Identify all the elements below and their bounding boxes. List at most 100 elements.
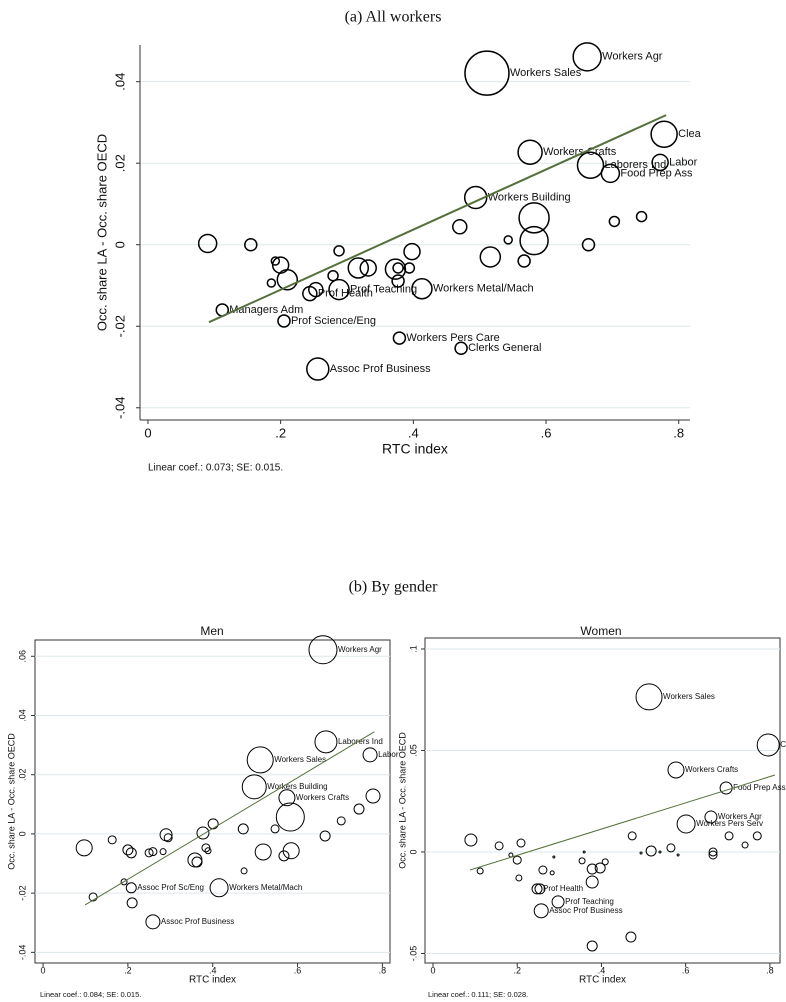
- bubble: [403, 262, 416, 274]
- y-tick-label: -.04: [112, 397, 127, 419]
- bubble: [601, 858, 609, 866]
- bubble: [159, 848, 167, 856]
- bubble: [708, 850, 718, 860]
- bubble: [756, 733, 780, 757]
- bubble: [411, 278, 433, 300]
- bubble: [576, 151, 605, 179]
- x-tick-label: .4: [408, 425, 419, 440]
- bubble: [534, 883, 546, 895]
- point-label: Workers Crafts: [296, 793, 349, 802]
- point-label: Workers Pers Care: [406, 332, 499, 344]
- x-tick-label: .6: [541, 425, 552, 440]
- bubble: [270, 256, 281, 266]
- bubble: [308, 281, 324, 298]
- bubble: [582, 850, 586, 854]
- bubble: [244, 237, 258, 252]
- bubble: [578, 857, 586, 865]
- bubble: [319, 830, 331, 842]
- bubble: [676, 814, 696, 834]
- point-label: Clea: [678, 128, 702, 140]
- bubble: [549, 870, 555, 876]
- point-label: Food Prep Ass: [620, 167, 693, 179]
- x-tick-label: 0: [430, 965, 435, 975]
- bubble: [240, 867, 248, 875]
- point-label: Labor: [669, 156, 697, 168]
- point-label: Workers Building: [488, 191, 571, 203]
- bubble: [645, 845, 657, 857]
- bubble: [209, 878, 229, 898]
- point-label: Assoc Prof Business: [161, 917, 234, 926]
- bubble: [107, 835, 117, 845]
- bubble: [359, 259, 377, 277]
- point-label: Workers Agr: [602, 51, 663, 63]
- bubble: [204, 847, 212, 855]
- bubble: [362, 747, 378, 763]
- bubble: [126, 897, 138, 909]
- bubble: [163, 833, 173, 843]
- y-tick-label: -.02: [17, 885, 27, 901]
- bubble: [704, 810, 718, 824]
- point-label: Prof Science/Eng: [291, 315, 376, 327]
- bubble: [519, 225, 549, 256]
- bubble: [600, 163, 621, 184]
- bubble: [241, 774, 267, 800]
- y-tick-label: .04: [17, 709, 27, 722]
- panel-caption: (b) By gender: [349, 579, 439, 596]
- point-label: Workers Metal/Mach: [229, 883, 302, 892]
- bubble: [586, 863, 598, 875]
- bubble: [635, 210, 648, 223]
- bubble: [196, 826, 210, 840]
- x-tick-label: .8: [673, 425, 684, 440]
- x-tick-label: .8: [766, 965, 774, 975]
- bubble: [365, 788, 381, 804]
- point-label: Managers Adm: [229, 304, 303, 316]
- fit-line: [84, 731, 375, 906]
- bubble: [479, 246, 502, 268]
- y-axis-title: Occ. share LA - Occ. share OECD: [397, 732, 407, 869]
- bubble: [517, 139, 543, 165]
- bubble: [403, 242, 421, 261]
- bubble: [581, 237, 596, 252]
- bubble: [585, 875, 599, 889]
- point-label: Clean: [780, 740, 786, 749]
- bubble: [551, 895, 565, 909]
- bubble: [515, 874, 523, 882]
- bubble: [627, 831, 637, 841]
- bubble: [122, 844, 134, 856]
- point-label: Labor: [378, 750, 399, 759]
- bubble: [347, 257, 370, 279]
- bubble: [452, 219, 468, 235]
- bubble: [144, 848, 154, 858]
- y-tick-label: .05: [408, 744, 418, 757]
- x-axis-title: RTC index: [189, 975, 236, 986]
- bubble: [266, 278, 277, 288]
- bubble: [353, 803, 365, 815]
- bubble: [651, 153, 669, 172]
- x-axis-title: RTC index: [382, 441, 448, 457]
- bubble: [197, 233, 218, 254]
- x-tick-label: .6: [682, 965, 690, 975]
- bubble: [503, 235, 513, 245]
- bubble: [278, 850, 290, 862]
- bubble: [650, 120, 678, 149]
- fit-line: [469, 774, 776, 871]
- bubble: [306, 357, 330, 381]
- bubble: [741, 841, 749, 849]
- x-tick-label: .4: [209, 965, 217, 975]
- bubble: [531, 883, 543, 895]
- bubble: [148, 847, 158, 857]
- bubble: [308, 635, 338, 665]
- bubble: [454, 341, 468, 356]
- bubble: [518, 202, 550, 234]
- y-tick-label: -.02: [112, 315, 127, 337]
- point-label: Workers Sales: [663, 692, 715, 701]
- bubble: [608, 215, 621, 228]
- x-tick-label: .8: [379, 965, 387, 975]
- bubble: [314, 730, 338, 754]
- bubble: [120, 878, 128, 886]
- point-label: Assoc Prof Sc/Eng: [137, 883, 204, 892]
- bubble: [392, 331, 407, 345]
- bubble: [533, 903, 549, 919]
- point-label: Assoc Prof Business: [330, 363, 431, 375]
- bubble: [586, 940, 598, 952]
